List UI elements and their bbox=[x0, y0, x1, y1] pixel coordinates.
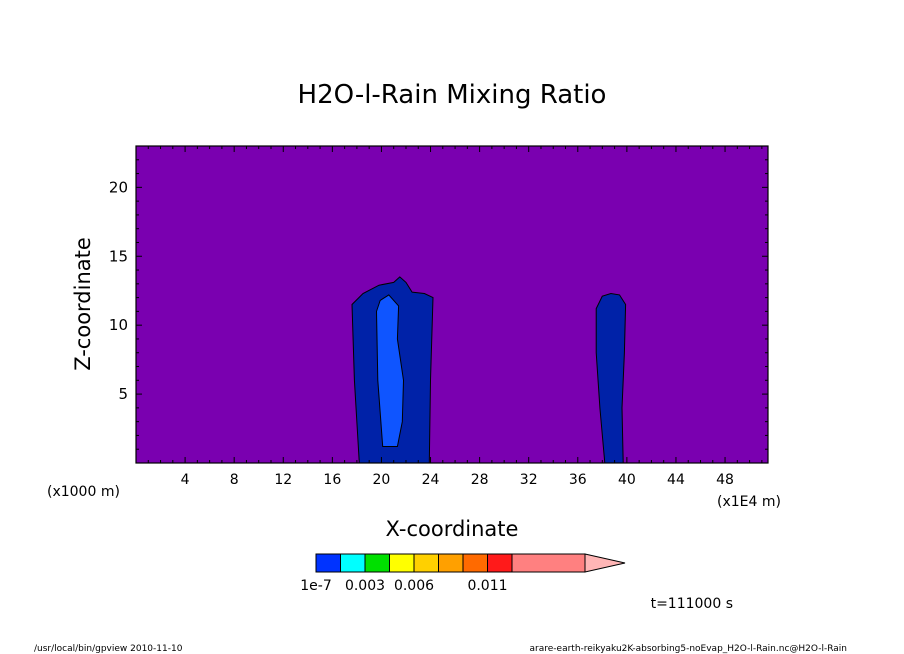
x-unit-left-label: (x1000 m) bbox=[47, 484, 120, 500]
x-axis-ticks: 4 8 12 16 20 24 28 32 36 40 44 48 bbox=[147, 146, 763, 488]
y-tick-label: 10 bbox=[109, 316, 128, 334]
colorbar bbox=[315, 553, 626, 573]
x-tick-label: 48 bbox=[716, 472, 734, 488]
colorbar-swatch bbox=[438, 553, 464, 573]
colorbar-labels: 1e-7 0.003 0.006 0.011 bbox=[300, 578, 507, 594]
y-tick-label: 5 bbox=[118, 385, 128, 403]
x-tick-label: 44 bbox=[667, 472, 685, 488]
colorbar-swatch bbox=[315, 553, 341, 573]
y-axis-label: Z-coordinate bbox=[71, 237, 95, 371]
colorbar-swatch bbox=[340, 553, 366, 573]
colorbar-label: 0.011 bbox=[467, 578, 507, 594]
contour-regions bbox=[351, 276, 627, 464]
colorbar-swatch bbox=[487, 553, 513, 573]
colorbar-swatch bbox=[413, 553, 439, 573]
x-tick-label: 12 bbox=[274, 472, 292, 488]
colorbar-swatch bbox=[462, 553, 488, 573]
colorbar-label: 0.006 bbox=[394, 578, 434, 594]
footer-left: /usr/local/bin/gpview 2010-11-10 bbox=[34, 644, 183, 654]
colorbar-label: 1e-7 bbox=[300, 578, 331, 594]
x-axis-label: X-coordinate bbox=[386, 517, 519, 541]
chart-title: H2O-l-Rain Mixing Ratio bbox=[298, 80, 607, 110]
y-tick-label: 20 bbox=[109, 178, 128, 196]
x-tick-label: 4 bbox=[181, 472, 190, 488]
x-unit-right-label: (x1E4 m) bbox=[717, 494, 781, 510]
contour-column-2 bbox=[595, 292, 627, 464]
colorbar-label: 0.003 bbox=[345, 578, 385, 594]
x-tick-label: 28 bbox=[471, 472, 489, 488]
x-tick-label: 24 bbox=[422, 472, 440, 488]
x-tick-label: 36 bbox=[569, 472, 587, 488]
colorbar-swatch bbox=[389, 553, 415, 573]
y-axis-ticks: 5 10 15 20 bbox=[109, 159, 768, 450]
x-tick-label: 20 bbox=[373, 472, 391, 488]
colorbar-swatch bbox=[511, 553, 586, 573]
x-tick-label: 32 bbox=[520, 472, 538, 488]
plot-background bbox=[136, 146, 768, 463]
x-tick-label: 16 bbox=[323, 472, 341, 488]
x-tick-label: 8 bbox=[230, 472, 239, 488]
x-tick-label: 40 bbox=[618, 472, 636, 488]
plot-frame bbox=[135, 145, 769, 464]
colorbar-arrow bbox=[584, 553, 626, 573]
footer-right: arare-earth-reikyaku2K-absorbing5-noEvap… bbox=[530, 644, 847, 654]
time-label: t=111000 s bbox=[651, 596, 733, 612]
contour-column-1-inner bbox=[375, 294, 405, 447]
colorbar-swatch bbox=[364, 553, 390, 573]
y-tick-label: 15 bbox=[109, 247, 128, 265]
